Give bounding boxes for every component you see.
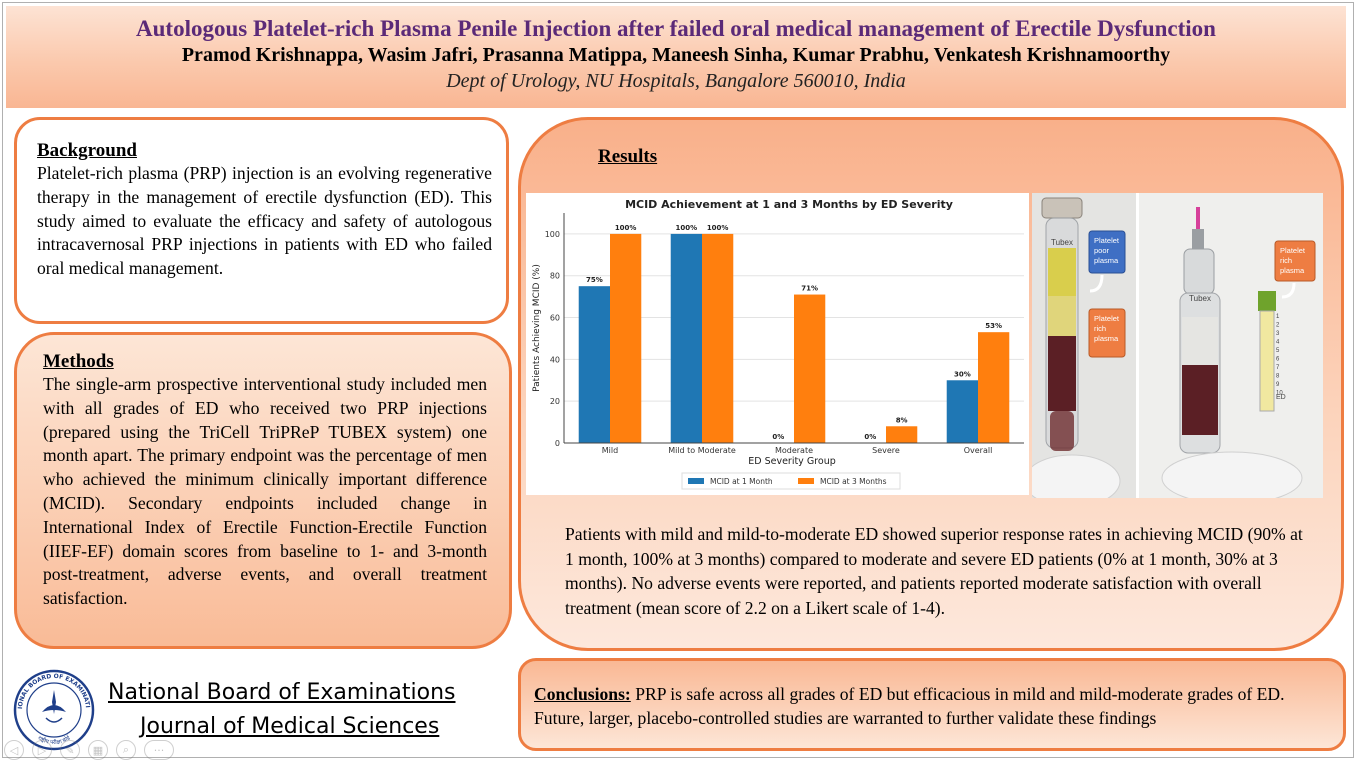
syringe-mark: 3	[1276, 331, 1280, 337]
prp-label-left: Platelet rich plasma	[1094, 314, 1120, 343]
poster-header: Autologous Platelet-rich Plasma Penile I…	[6, 6, 1346, 108]
chart-data-label: 53%	[985, 322, 1002, 330]
conclusions-text: PRP is safe across all grades of ED but …	[534, 684, 1285, 728]
chart-data-label: 8%	[896, 416, 908, 424]
chart-x-axis-label: ED Severity Group	[748, 456, 836, 467]
nbe-logo: NATIONAL BOARD OF EXAMINATIONS राष्ट्रीय…	[9, 663, 96, 752]
chart-y-tick-label: 0	[555, 439, 560, 448]
syringe-mark: 8	[1276, 374, 1280, 380]
chart-y-tick-label: 80	[550, 272, 560, 281]
journal-name-line1: National Board of Examinations	[108, 680, 456, 705]
chart-y-tick-label: 60	[550, 314, 560, 323]
chart-bars: 75% 100% 100% 100% 0% 71% 0% 8% 30% 53%	[578, 224, 1010, 443]
slideshow-toolbar: ◁ ▷ ✎ ▦ ⌕ ···	[4, 738, 174, 762]
tube-brand-text-right: Tubex	[1189, 294, 1211, 303]
journal-name-line2: Journal of Medical Sciences	[140, 714, 440, 739]
prp-label-right: Platelet rich plasma	[1280, 246, 1306, 275]
results-heading: Results	[598, 146, 658, 167]
chart-legend-swatch	[798, 478, 814, 484]
chart-bar	[794, 294, 826, 443]
chart-data-label: 30%	[954, 370, 971, 378]
chart-data-label: 100%	[676, 224, 698, 232]
chart-y-axis-label: Patients Achieving MCID (%)	[532, 264, 542, 392]
syringe-mark: 7	[1276, 365, 1280, 371]
chart-data-label: 0%	[864, 433, 876, 441]
background-text: Platelet-rich plasma (PRP) injection is …	[37, 163, 492, 279]
chart-bar	[978, 332, 1010, 443]
chart-data-label: 71%	[801, 285, 818, 293]
poster-title: Autologous Platelet-rich Plasma Penile I…	[136, 16, 1216, 41]
chart-x-tick-label: Severe	[872, 446, 900, 455]
syringe-mark: 1	[1276, 314, 1280, 320]
chart-y-tick-label: 40	[550, 355, 560, 364]
chart-data-label: 75%	[586, 276, 603, 284]
previous-icon[interactable]: ◁	[4, 740, 24, 760]
journal-name: National Board of Examinations Journal o…	[108, 676, 456, 744]
syringe-mark: 5	[1276, 348, 1280, 354]
zoom-icon[interactable]: ⌕	[116, 740, 136, 760]
chart-data-label: 100%	[615, 224, 637, 232]
next-icon[interactable]: ▷	[32, 740, 52, 760]
chart-legend-label: MCID at 1 Month	[710, 477, 773, 486]
conclusions-heading: Conclusions:	[534, 684, 631, 704]
results-text: Patients with mild and mild-to-moderate …	[565, 524, 1303, 618]
chart-legend-label: MCID at 3 Months	[820, 477, 887, 486]
chart-x-tick-label: Mild	[602, 446, 618, 455]
chart-bar	[702, 233, 734, 443]
syringe-scale: 1 2 3 4 5 6 7 8 9 10	[1276, 314, 1283, 397]
author-list: Pramod Krishnappa, Wasim Jafri, Prasanna…	[181, 44, 1171, 66]
chart-data-label: 0%	[772, 433, 784, 441]
chart-y-tick-label: 100	[545, 230, 560, 239]
prp-tubes-photo: Tubex Tubex 1 2 3 4 5 6 7 8 9 10 ED Platelet poor p…	[1032, 193, 1323, 498]
syringe-unit: ED	[1276, 394, 1286, 401]
chart-bar	[610, 233, 642, 443]
background-heading: Background	[37, 140, 137, 161]
more-icon[interactable]: ···	[144, 740, 174, 760]
syringe-mark: 4	[1276, 340, 1280, 346]
syringe-mark: 9	[1276, 382, 1280, 388]
chart-y-tick-label: 20	[550, 397, 560, 406]
chart-bar	[886, 426, 918, 443]
conclusions-section: Conclusions: PRP is safe across all grad…	[518, 658, 1346, 751]
chart-legend: MCID at 1 Month MCID at 3 Months	[681, 472, 901, 490]
methods-heading: Methods	[43, 351, 114, 372]
pen-icon[interactable]: ✎	[60, 740, 80, 760]
ppp-label: Platelet poor plasma	[1094, 236, 1120, 265]
slide-frame	[2, 2, 1354, 758]
prp-label-box-left	[1088, 308, 1126, 358]
ppp-label-box	[1088, 230, 1126, 274]
tube-brand-text: Tubex	[1051, 238, 1073, 247]
background-section: Background Platelet-rich plasma (PRP) in…	[14, 117, 509, 324]
chart-x-tick-label: Moderate	[775, 446, 813, 455]
methods-text: The single-arm prospective interventiona…	[43, 374, 487, 609]
chart-bar	[578, 286, 610, 443]
chart-title: MCID Achievement at 1 and 3 Months by ED…	[625, 198, 953, 211]
prp-tubes-illustration: Tubex Tubex 1 2 3 4 5 6 7 8 9 10 ED Platelet poor p…	[1032, 193, 1323, 498]
affiliation: Dept of Urology, NU Hospitals, Bangalore…	[446, 70, 906, 92]
syringe-mark: 10	[1276, 391, 1283, 397]
chart-legend-swatch	[688, 478, 704, 484]
methods-section: Methods The single-arm prospective inter…	[14, 332, 512, 649]
chart-x-tick-label: Overall	[964, 446, 993, 455]
chart-data-label: 100%	[707, 224, 729, 232]
chart-legend-frame	[681, 472, 901, 490]
chart-x-tick-label: Mild to Moderate	[668, 446, 736, 455]
syringe-mark: 6	[1276, 357, 1280, 363]
prp-label-box-right	[1274, 240, 1316, 282]
syringe-mark: 2	[1276, 323, 1280, 329]
chart-canvas: MCID Achievement at 1 and 3 Months by ED…	[532, 198, 1024, 490]
chart-bar	[670, 233, 702, 443]
slides-icon[interactable]: ▦	[88, 740, 108, 760]
chart-axes: 0 20 40 60 80 100 Mild Mild to Moderate Moderate…	[545, 213, 1024, 455]
mcid-bar-chart: MCID Achievement at 1 and 3 Months by ED…	[526, 193, 1029, 495]
chart-bar	[946, 380, 978, 443]
